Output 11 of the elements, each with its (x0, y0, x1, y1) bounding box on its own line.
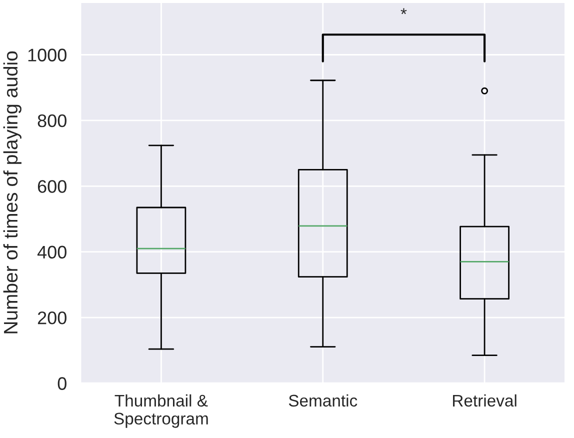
x-tick-label: Thumbnail & Spectrogram (114, 394, 208, 428)
y-tick-label: 600 (38, 180, 66, 193)
x-tick-label: Semantic (288, 394, 358, 407)
y-tick-label: 1000 (28, 48, 66, 62)
y-tick-label: 800 (38, 114, 66, 128)
y-tick-label: 0 (58, 377, 66, 390)
y-axis-title: Number of times of playing audio (3, 51, 22, 334)
annotation: * (400, 8, 407, 14)
y-tick-label: 400 (37, 246, 66, 259)
y-tick-label: 200 (38, 311, 66, 324)
x-tick-label: Retrieval (453, 394, 516, 407)
